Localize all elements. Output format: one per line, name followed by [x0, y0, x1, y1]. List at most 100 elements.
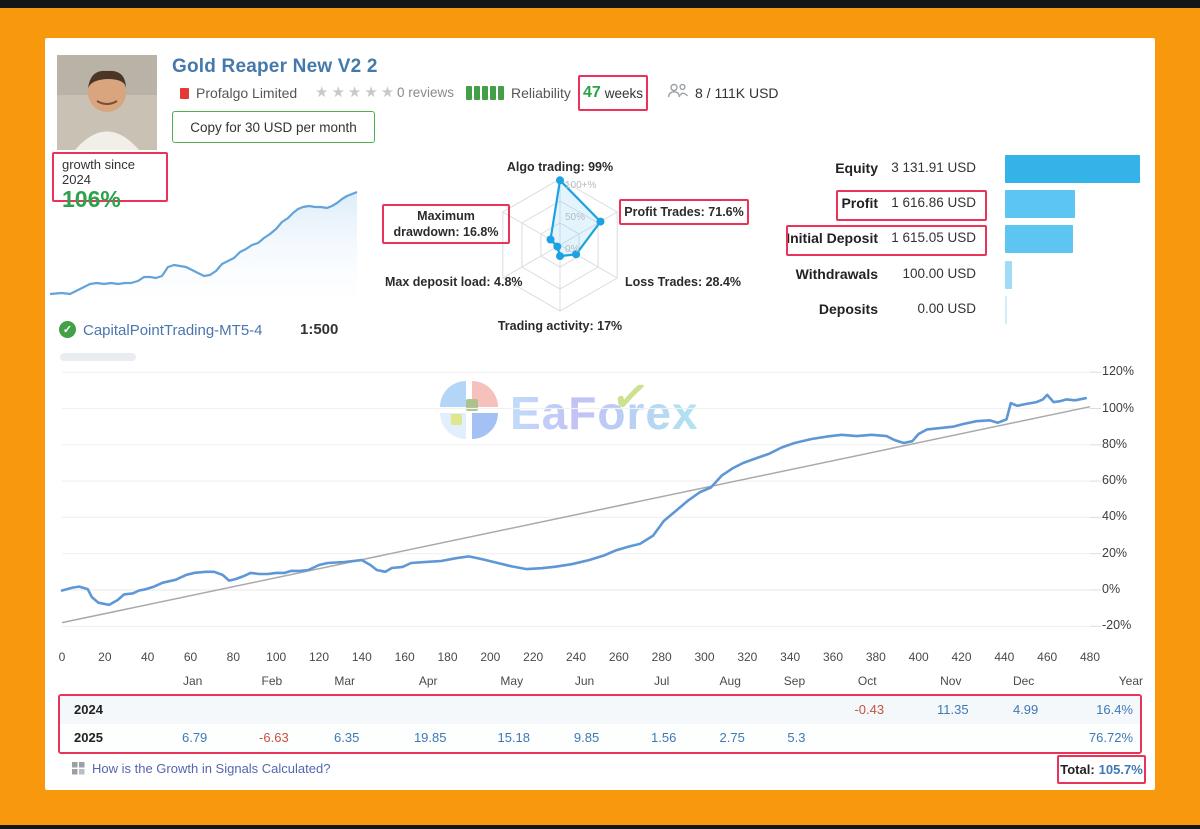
table-year-total: 16.4% — [1096, 702, 1133, 717]
stat-bar — [1005, 225, 1073, 253]
x-tick-label: 160 — [394, 650, 415, 664]
account-link[interactable]: CapitalPointTrading-MT5-4 — [83, 322, 263, 339]
x-tick-label: 440 — [994, 650, 1015, 664]
y-tick-label: 60% — [1102, 473, 1128, 488]
author-link[interactable]: Profalgo Limited — [196, 85, 298, 101]
signal-card: Gold Reaper New V2 2 Profalgo Limited ★★… — [45, 38, 1155, 790]
radar-ring-label: 100+% — [565, 180, 597, 191]
radar-point — [553, 242, 562, 251]
copy-signal-button[interactable]: Copy for 30 USD per month — [172, 111, 375, 143]
x-tick-label: 100 — [266, 650, 287, 664]
radar-label-loss-trades: Loss Trades: 28.4% — [625, 275, 742, 289]
weeks-unit: weeks — [604, 85, 644, 101]
x-month-label: Mar — [334, 674, 356, 688]
table-cell: 1.56 — [651, 730, 677, 745]
radar-ring-label: 50% — [565, 212, 585, 223]
radar-point — [572, 250, 581, 259]
reliability-label: Reliability — [511, 85, 571, 101]
radar-point — [546, 235, 555, 244]
x-tick-label: 420 — [951, 650, 972, 664]
total-highlight-box: Total: 105.7% — [1057, 755, 1146, 784]
y-tick-label: 20% — [1102, 545, 1128, 560]
page-title[interactable]: Gold Reaper New V2 2 — [172, 56, 378, 77]
stat-value: 1 616.86 USD — [891, 195, 976, 210]
weeks-value: 47 — [582, 84, 601, 101]
mini-chart-fill — [50, 192, 357, 318]
monthly-growth-table: 2024 -0.43 11.35 4.99 16.4% 2025 6.79 -6.63 6.35… — [58, 694, 1142, 754]
x-month-label: Jan — [182, 674, 203, 688]
x-month-label: Feb — [261, 674, 283, 688]
table-row: 2025 6.79 -6.63 6.35 19.85 15.18 9.85 1.56 2.75 5… — [60, 724, 1140, 752]
stat-bar — [1005, 190, 1075, 218]
radar-spoke — [559, 244, 618, 279]
growth-label: growth since 2024 — [62, 157, 135, 187]
x-month-label: Apr — [418, 674, 438, 688]
x-tick-label: 380 — [865, 650, 886, 664]
stat-value: 0.00 USD — [917, 301, 976, 316]
radar-chart: 100+% 50% 0% — [502, 176, 618, 312]
avatar[interactable] — [57, 55, 157, 150]
x-tick-label: 180 — [437, 650, 458, 664]
stat-value: 3 131.91 USD — [891, 160, 976, 175]
growth-highlight-box: growth since 2024 106% — [52, 152, 168, 211]
radar-point — [556, 176, 564, 185]
stat-label: Profit — [841, 195, 878, 211]
table-cell: 5.3 — [787, 730, 806, 745]
product-icon — [180, 88, 189, 99]
table-cell: 19.85 — [413, 730, 447, 745]
table-year-label: 2025 — [74, 730, 103, 745]
radar-ring-label: 0% — [565, 244, 580, 255]
table-cell: 2.75 — [719, 730, 745, 745]
x-tick-label: 60 — [183, 650, 198, 664]
watermark-text: EaForex — [510, 387, 699, 439]
x-tick-label: 240 — [565, 650, 587, 664]
stat-label: Deposits — [818, 301, 878, 317]
y-tick-label: 80% — [1102, 436, 1128, 451]
top-strip — [0, 0, 1200, 8]
y-tick-label: -20% — [1102, 618, 1132, 633]
x-tick-label: 140 — [351, 650, 372, 664]
table-cell: 6.79 — [181, 730, 208, 745]
x-month-label: Nov — [940, 674, 962, 688]
table-cell: -6.63 — [259, 730, 289, 745]
radar-label-trading-activity: Trading activity: 17% — [497, 319, 623, 333]
verified-check-icon: ✓ — [59, 321, 76, 338]
x-tick-label: 280 — [651, 650, 672, 664]
growth-value: 106% — [62, 186, 121, 212]
y-tick-label: 0% — [1102, 582, 1121, 596]
subscribers-value: 8 / 111K USD — [695, 85, 779, 101]
profit-highlight-box — [836, 190, 987, 221]
stat-bar — [1005, 261, 1012, 289]
table-cell: 4.99 — [1012, 702, 1039, 717]
x-tick-label: 200 — [480, 650, 501, 664]
x-axis-year-label: Year — [1118, 674, 1143, 688]
x-tick-label: 320 — [737, 650, 758, 664]
weeks-highlight-box: 47 weeks — [578, 75, 648, 111]
x-tick-label: 400 — [908, 650, 929, 664]
stat-bar — [1005, 155, 1140, 183]
x-tick-label: 300 — [694, 650, 715, 664]
stat-label: Initial Deposit — [786, 230, 878, 246]
radar-point — [556, 252, 564, 261]
radar-point — [596, 217, 605, 226]
radar-spoke — [559, 211, 618, 246]
growth-help-text: How is the Growth in Signals Calculated? — [92, 761, 331, 776]
stat-value: 100.00 USD — [902, 266, 976, 281]
growth-help-link[interactable]: How is the Growth in Signals Calculated? — [72, 761, 330, 776]
x-month-label: Jun — [574, 674, 595, 688]
grid-icon — [72, 762, 85, 775]
radar-spoke — [502, 244, 561, 279]
skeleton-pill — [60, 353, 136, 361]
reviews-link[interactable]: 0 reviews — [397, 85, 455, 100]
stat-label: Withdrawals — [795, 266, 878, 282]
y-tick-label: 40% — [1102, 509, 1128, 524]
x-month-label: Aug — [719, 674, 741, 688]
radar-label-profit-trades: Profit Trades: 71.6% — [619, 199, 749, 225]
x-tick-label: 220 — [523, 650, 544, 664]
x-tick-label: 460 — [1037, 650, 1058, 664]
mini-growth-chart — [49, 190, 358, 318]
table-year-label: 2024 — [74, 702, 103, 717]
x-tick-label: 0 — [58, 650, 66, 664]
table-year-total: 76.72% — [1088, 730, 1133, 745]
x-tick-label: 20 — [98, 650, 112, 664]
